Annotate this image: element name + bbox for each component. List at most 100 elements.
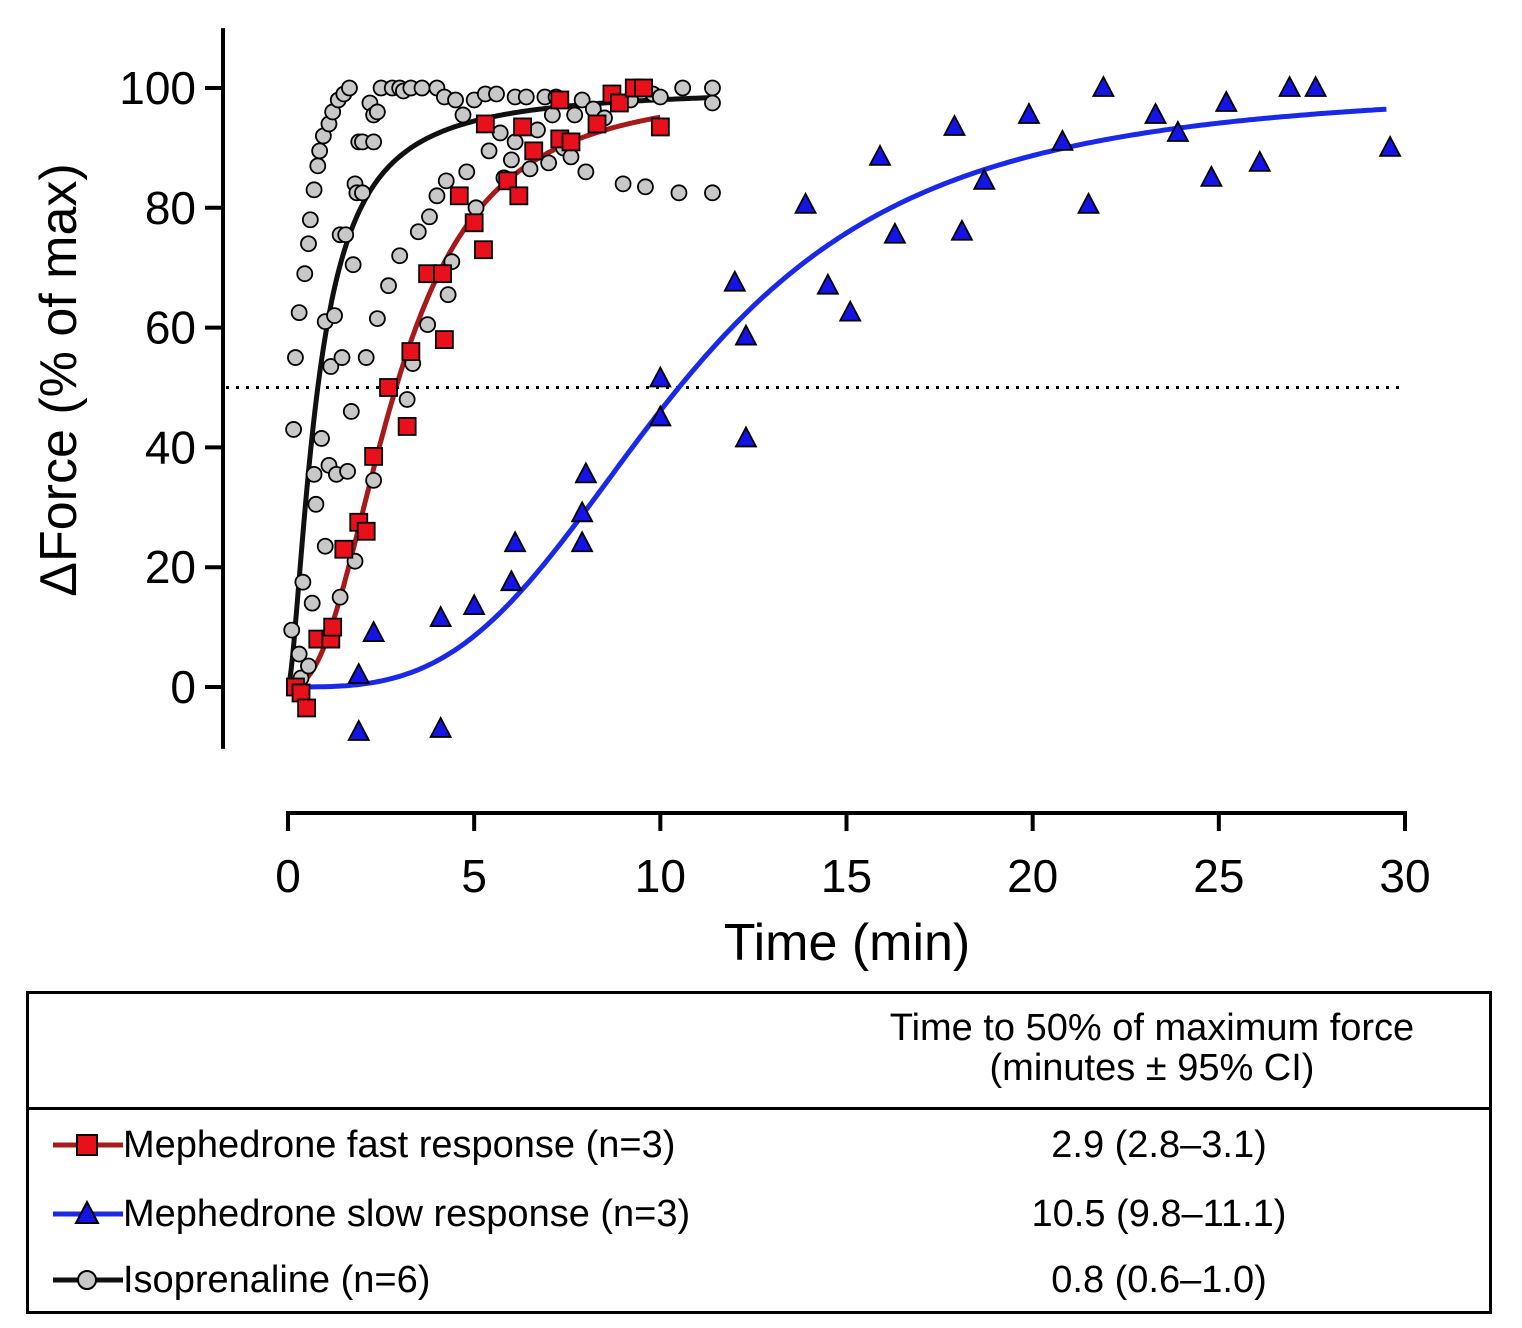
x-tick-label: 20 bbox=[1007, 850, 1058, 902]
isoprenaline-point bbox=[413, 79, 431, 97]
legend-table: Time to 50% of maximum force (minutes ± … bbox=[26, 991, 1492, 1314]
legend-row-slow: Mephedrone slow response (n=3) 10.5 (9.8… bbox=[29, 1181, 1489, 1247]
isoprenaline-point bbox=[342, 403, 360, 420]
isoprenaline-point bbox=[488, 85, 505, 103]
fast-response-point bbox=[474, 240, 493, 260]
fast-response-point bbox=[475, 114, 495, 134]
isoprenaline-point bbox=[517, 88, 535, 106]
isoprenaline-point bbox=[704, 94, 721, 112]
isoprenaline-point bbox=[419, 316, 437, 334]
isoprenaline-point bbox=[480, 142, 498, 160]
fast-response-point bbox=[498, 171, 518, 191]
isoprenaline-point bbox=[704, 79, 721, 97]
x-tick-label: 30 bbox=[1379, 850, 1430, 902]
isoprenaline-point bbox=[506, 133, 524, 151]
fast-response-swatch-icon bbox=[53, 1134, 123, 1156]
isoprenaline-point bbox=[283, 621, 301, 639]
isoprenaline-point bbox=[316, 537, 334, 555]
isoprenaline-point bbox=[540, 154, 558, 172]
fast-response-point bbox=[524, 141, 544, 161]
fast-response-point bbox=[297, 698, 317, 718]
slow-response-point bbox=[972, 167, 996, 190]
x-tick-label: 25 bbox=[1193, 850, 1244, 902]
slow-response-point bbox=[1278, 75, 1302, 97]
fast-response-point bbox=[323, 617, 343, 637]
data-points bbox=[283, 75, 1402, 741]
slow-response-point bbox=[1304, 75, 1328, 97]
isoprenaline-point bbox=[303, 594, 321, 612]
isoprenaline-point bbox=[301, 211, 319, 229]
isoprenaline-point bbox=[305, 465, 323, 483]
slow-response-point bbox=[429, 605, 453, 628]
fast-response-point bbox=[609, 93, 629, 113]
chart: 0 20 40 60 80 100 0 5 10 15 20 25 30 ΔForce (% of m… bbox=[30, 28, 1431, 972]
slow-response-point bbox=[734, 425, 758, 448]
isoprenaline-point bbox=[428, 187, 446, 205]
isoprenaline-point bbox=[309, 157, 327, 175]
slow-response-point bbox=[1166, 119, 1190, 142]
isoprenaline-point bbox=[573, 91, 591, 109]
x-tick-label: 5 bbox=[461, 850, 487, 902]
fast-response-point bbox=[513, 117, 532, 137]
fast-response-point bbox=[379, 378, 398, 397]
y-tick-label: 60 bbox=[145, 302, 196, 354]
x-axis-title: Time (min) bbox=[724, 914, 971, 972]
isoprenaline-point bbox=[285, 421, 302, 438]
isoprenaline-point bbox=[562, 148, 580, 166]
slow-response-point bbox=[347, 718, 371, 741]
isoprenaline-point bbox=[313, 430, 330, 447]
legend-label: Mephedrone slow response (n=3) bbox=[123, 1193, 691, 1235]
isoprenaline-point bbox=[566, 106, 584, 124]
isoprenaline-point bbox=[577, 163, 595, 181]
isoprenaline-point bbox=[670, 184, 688, 202]
legend-table-header-text: Time to 50% of maximum force (minutes ± … bbox=[829, 1008, 1475, 1088]
slow-response-point bbox=[734, 323, 758, 346]
y-tick-label: 80 bbox=[145, 182, 196, 234]
y-tick-label: 0 bbox=[170, 661, 196, 713]
isoprenaline-point bbox=[502, 151, 520, 169]
x-tick-label: 10 bbox=[635, 850, 686, 902]
slow-response-point bbox=[570, 500, 594, 523]
isoprenaline-point bbox=[409, 223, 427, 241]
fast-response-point bbox=[434, 330, 454, 349]
y-axis-title: ΔForce (% of max) bbox=[30, 163, 88, 596]
slow-response-point bbox=[1248, 149, 1272, 172]
fast-response-point bbox=[401, 342, 421, 361]
isoprenaline-point bbox=[311, 142, 329, 160]
isoprenaline-point bbox=[287, 349, 304, 366]
isoprenaline-point bbox=[296, 265, 314, 283]
header-line-1: Time to 50% of maximum force bbox=[889, 1007, 1415, 1049]
isoprenaline-point bbox=[637, 178, 654, 196]
isoprenaline-point bbox=[307, 495, 325, 513]
slow-response-point bbox=[942, 114, 966, 136]
fast-response-point bbox=[397, 417, 417, 436]
fast-response-point bbox=[464, 213, 484, 233]
isoprenaline-point bbox=[290, 645, 308, 663]
isoprenaline-point bbox=[354, 184, 371, 202]
isoprenaline-point bbox=[341, 79, 358, 97]
isoprenaline-point bbox=[326, 307, 343, 325]
isoprenaline-point bbox=[467, 199, 485, 217]
isoprenaline-point bbox=[704, 184, 721, 202]
isoprenaline-point bbox=[294, 573, 312, 591]
legend-row-fast: Mephedrone fast response (n=3) 2.9 (2.8–… bbox=[29, 1112, 1489, 1178]
y-tick-label: 40 bbox=[145, 421, 196, 473]
fast-response-point bbox=[650, 117, 670, 137]
fit-curve-1 bbox=[306, 106, 1387, 690]
x-axis: 0 5 10 15 20 25 30 bbox=[275, 811, 1431, 902]
x-tick-label: 15 bbox=[821, 850, 872, 902]
slow-response-point bbox=[503, 530, 527, 553]
isoprenaline-point bbox=[368, 310, 386, 328]
isoprenaline-point bbox=[305, 181, 323, 199]
isoprenaline-point bbox=[674, 79, 692, 97]
slow-response-point bbox=[950, 218, 974, 241]
isoprenaline-point bbox=[521, 160, 539, 178]
legend-label: Mephedrone fast response (n=3) bbox=[123, 1124, 676, 1166]
slow-response-point bbox=[362, 620, 386, 642]
fast-response-point bbox=[334, 539, 354, 559]
isoprenaline-point bbox=[322, 358, 340, 375]
x-tick-label: 0 bbox=[275, 850, 301, 902]
slow-response-point bbox=[429, 715, 453, 738]
isoprenaline-point bbox=[331, 588, 349, 606]
slow-response-point bbox=[1091, 75, 1115, 97]
